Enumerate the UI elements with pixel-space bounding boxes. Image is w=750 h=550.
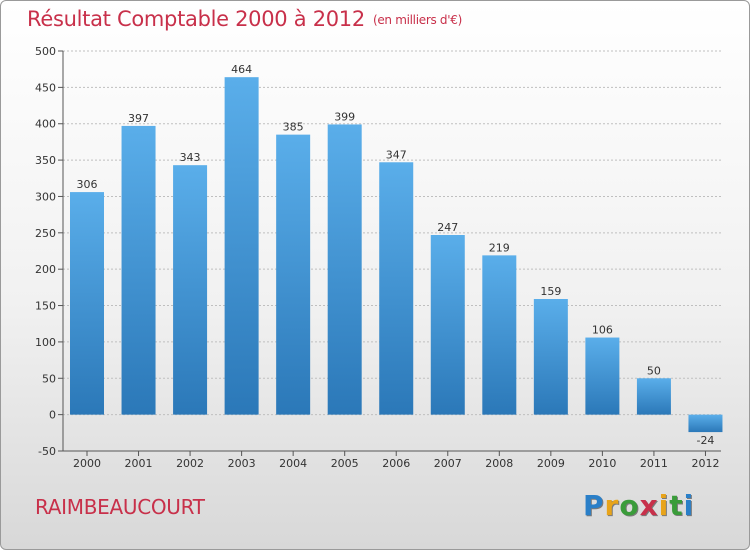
- data-label: -24: [696, 434, 714, 447]
- y-tick-label: 150: [35, 300, 56, 313]
- y-tick-label: 400: [35, 118, 56, 131]
- x-tick-label: 2004: [279, 457, 307, 470]
- bar: [70, 192, 104, 415]
- bar: [379, 162, 414, 415]
- data-label: 159: [540, 285, 561, 298]
- bar: [533, 299, 568, 415]
- x-tick-label: 2008: [485, 457, 513, 470]
- x-tick-label: 2009: [537, 457, 565, 470]
- bar: [430, 235, 465, 415]
- bar: [585, 337, 620, 415]
- logo-letter: i: [683, 489, 695, 522]
- chart-subtitle: (en milliers d'€): [372, 13, 462, 27]
- data-label: 247: [437, 221, 458, 234]
- x-tick-label: 2010: [588, 457, 616, 470]
- data-label: 306: [77, 178, 98, 191]
- x-tick-label: 2007: [434, 457, 462, 470]
- bar: [482, 255, 517, 415]
- data-label: 399: [334, 110, 355, 123]
- bar: [688, 414, 723, 433]
- chart-title: Résultat Comptable 2000 à 2012 (en millie…: [27, 7, 462, 31]
- data-label: 219: [489, 241, 510, 254]
- data-label: 385: [283, 121, 304, 134]
- title-text: Résultat Comptable 2000 à 2012: [27, 7, 365, 31]
- x-tick-label: 2002: [176, 457, 204, 470]
- data-label: 397: [128, 112, 149, 125]
- bar: [276, 134, 311, 415]
- x-tick-label: 2001: [125, 457, 153, 470]
- x-tick-label: 2011: [640, 457, 668, 470]
- bar: [121, 125, 156, 415]
- data-label: 106: [592, 324, 613, 337]
- y-tick-label: 350: [35, 154, 56, 167]
- bar: [173, 165, 208, 415]
- data-label: 343: [180, 151, 201, 164]
- y-tick-label: 450: [35, 81, 56, 94]
- y-tick-label: 200: [35, 263, 56, 276]
- logo-letter: P: [583, 489, 605, 522]
- y-tick-label: 500: [35, 45, 56, 58]
- data-label: 50: [647, 364, 661, 377]
- y-tick-label: 250: [35, 227, 56, 240]
- x-tick-label: 2012: [691, 457, 719, 470]
- x-tick-label: 2005: [331, 457, 359, 470]
- y-tick-label: 50: [42, 372, 56, 385]
- y-tick-label: -50: [38, 445, 56, 458]
- data-label: 464: [231, 63, 252, 76]
- bar: [327, 124, 362, 415]
- data-label: 347: [386, 148, 407, 161]
- y-tick-label: 0: [49, 409, 56, 422]
- x-tick-label: 2006: [382, 457, 410, 470]
- bar: [224, 77, 259, 415]
- logo-letter: i: [658, 489, 670, 522]
- bar: [636, 378, 671, 415]
- y-tick-label: 300: [35, 190, 56, 203]
- logo-letter: o: [619, 489, 640, 522]
- proxiti-logo: Proxiti: [583, 489, 694, 522]
- commune-name: RAIMBEAUCOURT: [35, 495, 205, 519]
- x-tick-label: 2000: [73, 457, 101, 470]
- x-tick-label: 2003: [228, 457, 256, 470]
- y-tick-label: 100: [35, 336, 56, 349]
- logo-letter: r: [604, 489, 620, 522]
- logo-letter: x: [639, 489, 659, 522]
- logo-letter: t: [669, 489, 684, 522]
